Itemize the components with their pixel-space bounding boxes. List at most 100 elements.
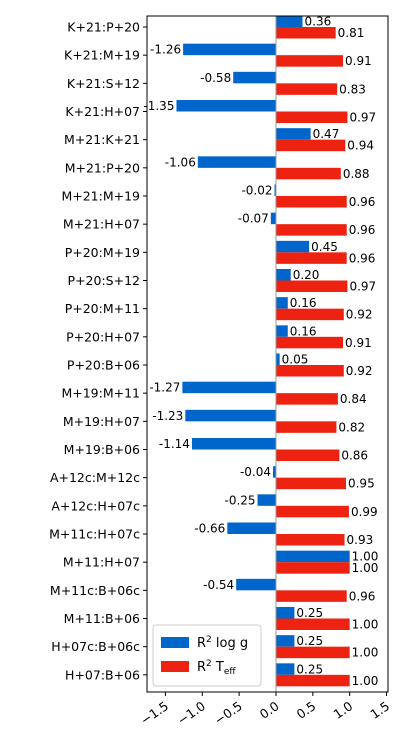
plot-area: 0.36 0.81 -1.26 0.91 -0.58 0.83 -1.35 0.97 0.47 0…: [143, 15, 378, 688]
bar-logg: [227, 522, 276, 534]
data-label: 0.83: [339, 82, 366, 96]
y-tick-label: M+19:H+07: [63, 414, 140, 429]
data-label: 0.97: [349, 280, 376, 294]
data-label: -0.25: [224, 493, 255, 507]
y-tick-label: M+21:P+20: [65, 160, 140, 175]
x-tick-label: −0.5: [211, 698, 244, 728]
data-label: -0.54: [203, 578, 234, 592]
data-label: 0.47: [313, 127, 340, 141]
bar-teff: [275, 167, 341, 180]
y-tick-label: P+20:H+07: [66, 329, 140, 344]
legend-label: R2 log g: [197, 635, 248, 651]
y-tick-label: M+11c:B+06c: [50, 583, 140, 598]
data-label: -1.06: [165, 155, 196, 169]
bar-logg: [275, 269, 291, 281]
data-label: -0.66: [194, 522, 225, 536]
data-label: 0.86: [341, 449, 368, 463]
data-label: 1.00: [352, 674, 379, 688]
data-label: 1.00: [352, 550, 379, 564]
y-axis: K+21:P+20 K+21:M+19 K+21:S+12 K+21:H+07 M+21…: [49, 20, 147, 682]
data-label: 0.82: [338, 420, 365, 434]
data-label: 0.25: [296, 606, 323, 620]
y-tick-label: M+11:H+07: [63, 555, 140, 570]
y-tick-label: M+21:M+19: [61, 189, 140, 204]
y-tick-label: M+19:M+11: [61, 386, 140, 401]
y-tick-label: A+12c:M+12c: [50, 470, 140, 485]
data-label: 0.45: [311, 240, 338, 254]
bar-teff: [275, 83, 338, 95]
bar-logg: [275, 353, 280, 365]
legend-label: R2 Teff: [197, 659, 236, 677]
data-label: 0.36: [305, 15, 332, 29]
bar-teff: [275, 674, 350, 687]
bar-teff: [275, 308, 344, 321]
bar-logg: [275, 325, 288, 337]
y-tick-label: K+21:P+20: [67, 20, 140, 35]
data-label: 0.92: [346, 364, 373, 378]
bar-logg: [176, 100, 276, 112]
y-tick-label: M+19:B+06: [64, 442, 140, 457]
bar-logg: [275, 297, 288, 309]
legend-swatch: [161, 637, 189, 648]
x-tick-label: 1.0: [330, 698, 355, 722]
data-label: 0.25: [296, 662, 323, 676]
y-tick-label: M+11:B+06: [64, 611, 140, 626]
bar-teff: [275, 421, 337, 433]
x-tick-label: 0.0: [257, 698, 282, 722]
data-label: 0.25: [296, 634, 323, 648]
data-label: -0.04: [240, 465, 271, 479]
bar-logg: [275, 240, 310, 253]
y-tick-label: H+07c:B+06c: [51, 639, 140, 654]
y-tick-label: A+12c:H+07c: [51, 498, 140, 513]
bar-logg: [275, 550, 350, 563]
bar-teff: [275, 55, 344, 67]
bar-teff: [275, 590, 347, 602]
bar-logg: [183, 43, 276, 56]
bar-logg: [236, 578, 276, 591]
data-label: 1.00: [352, 561, 379, 575]
bar-teff: [275, 252, 347, 264]
bar-logg: [191, 438, 276, 450]
y-tick-label: M+21:K+21: [64, 132, 140, 147]
data-label: -0.02: [241, 184, 272, 198]
bar-logg: [275, 15, 303, 27]
x-tick-label: 0.5: [294, 698, 319, 722]
data-label: 0.16: [290, 324, 317, 338]
y-tick-label: P+20:M+11: [65, 301, 140, 316]
y-tick-label: H+07:B+06: [65, 667, 140, 682]
bar-logg: [270, 212, 276, 225]
data-label: -1.26: [150, 43, 181, 57]
y-tick-label: P+20:B+06: [67, 358, 140, 373]
axes-frame: [146, 15, 389, 693]
data-label: 1.00: [352, 646, 379, 660]
data-label: 0.81: [338, 26, 365, 40]
y-tick-label: P+20:M+19: [65, 245, 140, 260]
data-label: -1.35: [143, 99, 174, 113]
bar-teff: [275, 27, 336, 39]
bar-teff: [275, 139, 346, 152]
bar-logg: [275, 663, 295, 675]
bar-teff: [275, 618, 350, 630]
bar-logg: [275, 607, 295, 619]
y-tick-label: M+21:H+07: [63, 217, 140, 232]
bar-teff: [275, 393, 338, 405]
x-tick-label: −1.5: [138, 698, 171, 728]
data-label: -0.58: [200, 71, 231, 85]
bar-teff: [275, 365, 344, 377]
data-label: 0.05: [282, 353, 309, 367]
bar-teff: [275, 505, 349, 518]
data-label: 0.99: [351, 505, 378, 519]
data-label: 0.91: [345, 54, 372, 68]
x-axis: −1.5 −1.0 −0.5 0.0 0.5 1.0 1.5: [138, 692, 392, 728]
bar-logg: [197, 156, 276, 168]
bar-teff: [275, 196, 347, 208]
y-tick-label: M+11c:H+07c: [49, 527, 140, 542]
x-tick-label: 1.5: [367, 698, 392, 722]
bar-logg: [275, 128, 311, 140]
bar-logg: [185, 409, 276, 422]
bar-logg: [275, 635, 295, 647]
bar-teff: [275, 534, 345, 546]
bar-teff: [275, 449, 340, 461]
y-tick-label: K+21:H+07: [65, 104, 140, 119]
bar-teff: [275, 336, 344, 349]
